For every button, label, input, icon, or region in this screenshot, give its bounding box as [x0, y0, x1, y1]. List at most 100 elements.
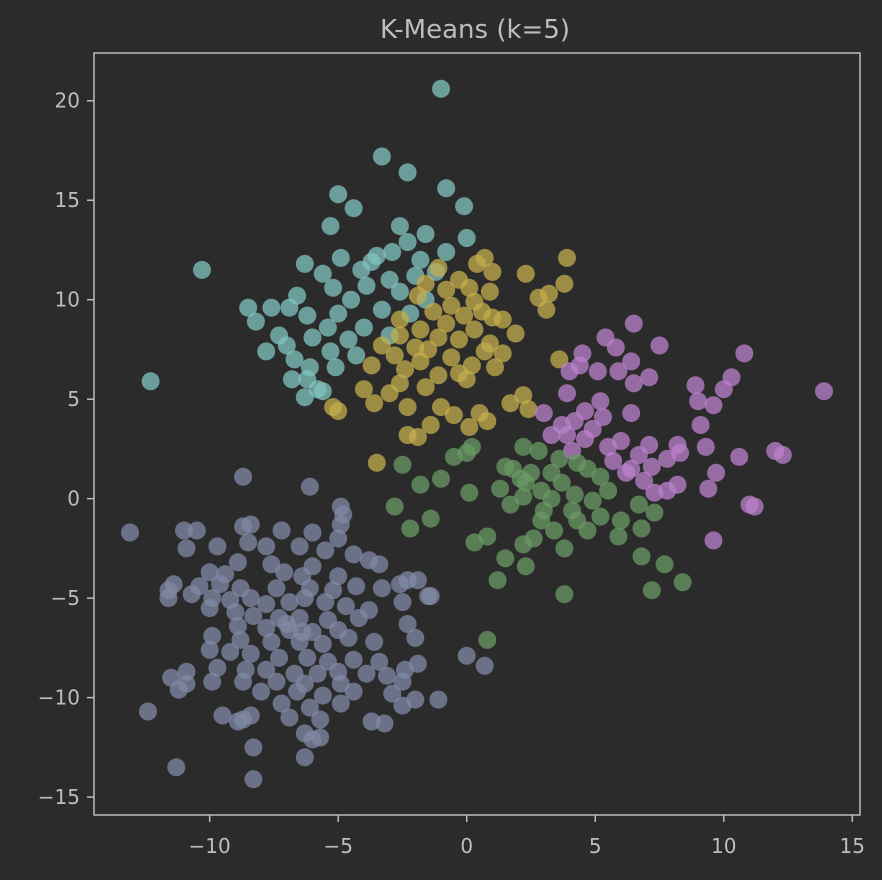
cluster-4-point [655, 555, 674, 574]
cluster-4-point [591, 507, 610, 526]
cluster-2-point [480, 282, 499, 301]
cluster-3-point [696, 437, 715, 456]
cluster-5-point [257, 537, 276, 556]
cluster-1-point [280, 298, 299, 317]
cluster-5-point [344, 545, 363, 564]
cluster-5-point [378, 666, 396, 685]
cluster-1-point [313, 264, 332, 283]
cluster-1-point [262, 298, 281, 317]
cluster-1-point [303, 328, 322, 347]
cluster-4-point [393, 455, 412, 474]
cluster-2-point [501, 394, 520, 413]
cluster-5-point [344, 682, 363, 701]
cluster-5-point [331, 694, 350, 713]
cluster-2-point [408, 286, 427, 305]
x-tick-label: 15 [840, 834, 865, 858]
cluster-5-point [390, 575, 409, 594]
cluster-3-point [560, 362, 579, 381]
cluster-4-point [432, 469, 450, 488]
cluster-4-point [599, 481, 618, 500]
cluster-5-point [339, 628, 358, 647]
cluster-5-point [228, 553, 247, 572]
cluster-3-point [773, 445, 792, 464]
cluster-3-point [691, 416, 710, 434]
cluster-1-point [437, 243, 456, 261]
cluster-5-point [231, 630, 250, 649]
cluster-3-point [594, 408, 612, 427]
cluster-2-point [411, 320, 430, 339]
cluster-2-point [465, 320, 484, 339]
cluster-5-point [406, 628, 425, 647]
cluster-3-point [588, 362, 607, 381]
cluster-4-point [552, 473, 571, 492]
cluster-2-point [460, 278, 479, 297]
cluster-1-point [257, 342, 276, 361]
cluster-5-point [121, 523, 139, 542]
cluster-4-point [532, 511, 551, 530]
cluster-5-point [277, 615, 296, 633]
cluster-2-point [329, 402, 348, 421]
cluster-1-point [344, 199, 363, 218]
cluster-2-point [411, 352, 430, 371]
cluster-5-point [257, 660, 276, 679]
cluster-1-point [354, 318, 373, 337]
cluster-5-point [303, 730, 322, 749]
cluster-4-point [421, 509, 440, 528]
cluster-5-point [200, 563, 219, 582]
cluster-4-point [632, 547, 651, 566]
cluster-1-point [295, 254, 314, 273]
cluster-2-point [519, 400, 538, 419]
cluster-3-point [604, 451, 623, 470]
y-axis: −15 −10 −5 0 5 10 15 20 [38, 89, 94, 809]
cluster-5-point [244, 738, 263, 757]
cluster-5-point [244, 607, 263, 625]
cluster-5-point [393, 593, 412, 612]
cluster-5-point [457, 646, 476, 665]
cluster-4-point [514, 487, 533, 506]
cluster-5-point [313, 634, 332, 653]
cluster-5-point [159, 589, 178, 608]
cluster-2-point [390, 310, 409, 329]
cluster-5-point [272, 694, 291, 713]
cluster-5-point [208, 537, 227, 556]
cluster-4-point [609, 527, 628, 546]
cluster-3-point [650, 336, 669, 355]
cluster-3-point [815, 382, 833, 401]
cluster-4-point [583, 491, 602, 510]
cluster-4-point [516, 557, 535, 576]
cluster-2-point [424, 302, 443, 321]
cluster-4-point [491, 479, 510, 498]
cluster-3-point [686, 376, 705, 395]
cluster-4-point [545, 521, 564, 540]
cluster-1-point [313, 382, 332, 401]
cluster-5-point [262, 632, 281, 651]
cluster-2-point [354, 380, 373, 399]
cluster-4-point [514, 535, 533, 554]
cluster-3-point [542, 426, 561, 444]
cluster-3-point [534, 404, 553, 423]
cluster-3-point [558, 426, 576, 444]
cluster-5-point [272, 521, 291, 540]
cluster-5-point [241, 644, 260, 663]
cluster-4-point [385, 497, 404, 516]
cluster-1-point [339, 330, 358, 349]
cluster-1-point [277, 336, 296, 355]
x-tick-label: −5 [323, 834, 352, 858]
cluster-5-point [316, 593, 335, 612]
cluster-5-point [228, 617, 247, 635]
cluster-2-point [437, 314, 456, 333]
cluster-4-point [496, 549, 515, 568]
cluster-5-point [429, 690, 448, 709]
cluster-2-point [514, 386, 533, 405]
cluster-5-point [234, 710, 253, 729]
cluster-4-point [511, 469, 530, 488]
cluster-2-point [493, 344, 512, 363]
x-tick-label: 10 [711, 834, 736, 858]
points-layer [121, 79, 833, 789]
cluster-2-point [537, 300, 556, 319]
cluster-5-point [244, 770, 263, 789]
cluster-3-point [617, 463, 636, 482]
cluster-5-point [329, 567, 348, 586]
cluster-1-point [380, 270, 399, 289]
